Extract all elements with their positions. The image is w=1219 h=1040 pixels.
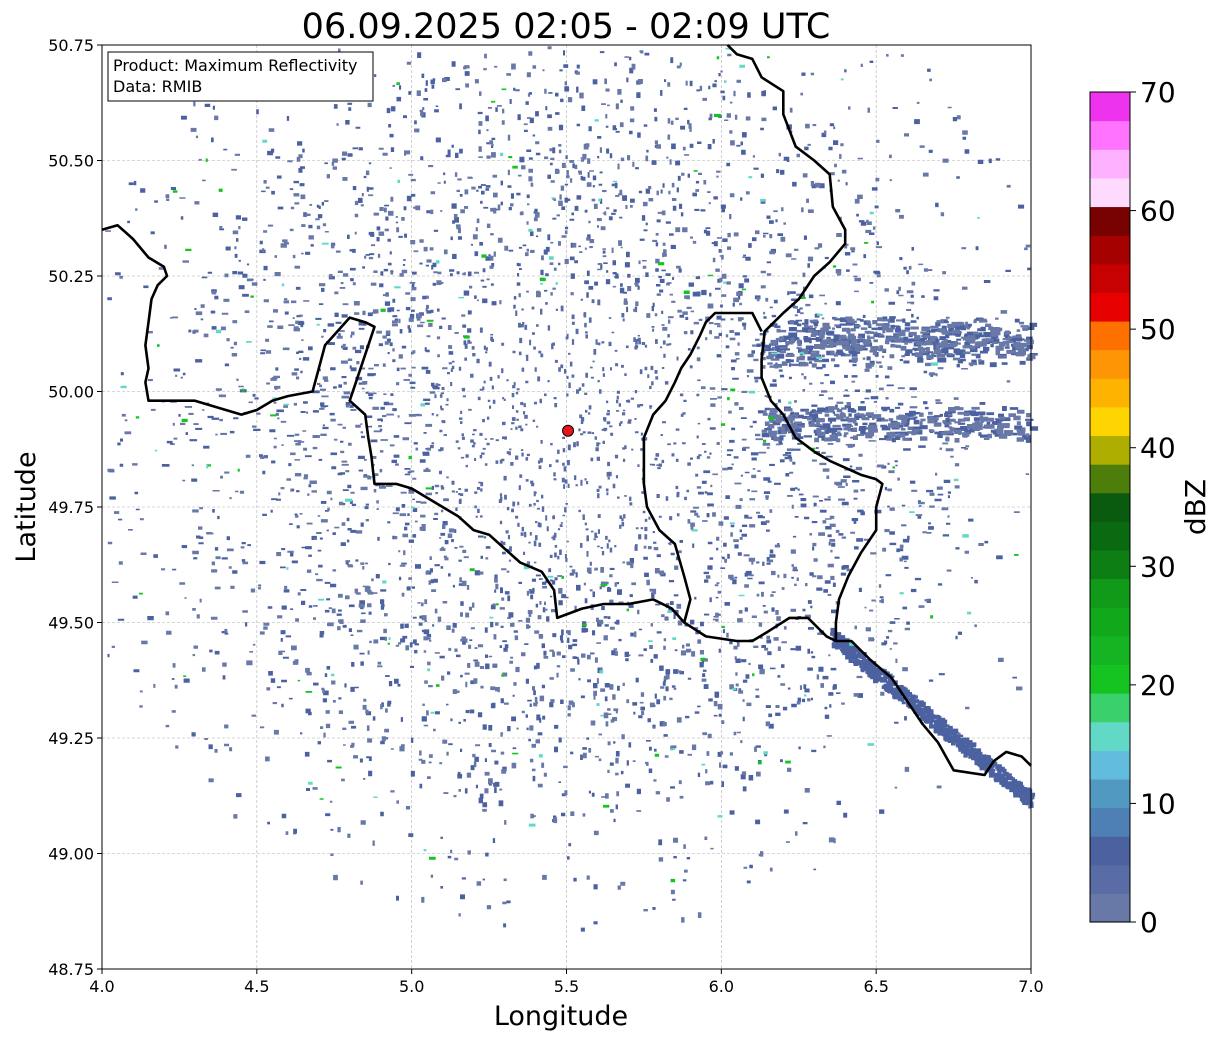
colorbar-tick-label: 60: [1140, 195, 1176, 228]
colorbar-segment: [1090, 206, 1130, 236]
colorbar-segment: [1090, 750, 1130, 780]
colorbar-segment: [1090, 635, 1130, 666]
colorbar-segment: [1090, 807, 1130, 837]
colorbar-segment: [1090, 521, 1130, 551]
y-tick-label: 49.75: [48, 498, 94, 517]
colorbar-segment: [1090, 464, 1130, 494]
y-tick-label: 49.25: [48, 729, 94, 748]
x-axis-ticks: 4.0 4.5 5.0 5.5 6.0 6.5 7.0: [89, 969, 1044, 996]
colorbar-segment: [1090, 492, 1130, 522]
reflectivity-echoes: [105, 46, 1039, 932]
colorbar-tick-label: 40: [1140, 432, 1176, 465]
info-box: Product: Maximum Reflectivity Data: RMIB: [107, 51, 374, 102]
colorbar-tick-label: 0: [1140, 906, 1158, 939]
radar-site-marker: [562, 424, 575, 437]
x-tick-label: 5.0: [399, 977, 424, 996]
colorbar-tick-label: 10: [1140, 787, 1176, 820]
x-tick-label: 4.0: [89, 977, 114, 996]
y-tick-label: 50.50: [48, 152, 94, 171]
border-line: [642, 311, 763, 623]
x-tick-label: 6.0: [709, 977, 734, 996]
colorbar-tick-label: 20: [1140, 669, 1176, 702]
colorbar-segment: [1090, 120, 1130, 150]
colorbar-segment: [1090, 92, 1130, 122]
product-label: Product: Maximum Reflectivity: [113, 56, 357, 75]
y-tick-label: 49.00: [48, 845, 94, 864]
x-tick-label: 4.5: [244, 977, 269, 996]
colorbar-segments: [1090, 92, 1130, 923]
echo-cells: [430, 298, 711, 568]
y-axis-label: Latitude: [11, 451, 42, 562]
y-tick-label: 48.75: [48, 960, 94, 979]
colorbar-tick-label: 70: [1140, 76, 1176, 109]
x-tick-label: 6.5: [863, 977, 888, 996]
colorbar-segment: [1090, 721, 1130, 751]
colorbar-label: dBZ: [1179, 479, 1212, 535]
y-tick-label: 49.50: [48, 614, 94, 633]
x-tick-label: 7.0: [1018, 977, 1043, 996]
data-source-label: Data: RMIB: [113, 77, 202, 96]
echo-cells: [107, 50, 1039, 932]
border-line: [726, 44, 884, 641]
colorbar-segment: [1090, 607, 1130, 637]
colorbar-segment: [1090, 292, 1130, 322]
colorbar-segment: [1090, 664, 1130, 694]
colorbar-segment: [1090, 406, 1130, 437]
colorbar-segment: [1090, 149, 1130, 179]
info-box-frame: [107, 51, 374, 102]
colorbar-segment: [1090, 349, 1130, 379]
colorbar-segment: [1090, 235, 1130, 265]
y-tick-label: 50.75: [48, 36, 94, 55]
colorbar-frame: [1089, 91, 1131, 923]
y-axis-ticks: 48.75 49.00 49.25 49.50 49.75 50.00 50.25 50.50…: [48, 36, 102, 979]
colorbar-segment: [1090, 778, 1130, 809]
colorbar: 0 10 20 30 40 50 60 70 dBZ: [1089, 76, 1212, 939]
map-title: 06.09.2025 02:05 - 02:09 UTC: [302, 7, 831, 47]
colorbar-segment: [1090, 177, 1130, 208]
colorbar-segment: [1090, 549, 1130, 580]
x-axis-label: Longitude: [494, 1001, 628, 1032]
colorbar-segment: [1090, 378, 1130, 408]
colorbar-segment: [1090, 435, 1130, 465]
colorbar-segment: [1090, 578, 1130, 608]
x-tick-label: 5.5: [554, 977, 579, 996]
colorbar-segment: [1090, 263, 1130, 293]
colorbar-ticks: 0 10 20 30 40 50 60 70: [1130, 76, 1176, 939]
y-tick-label: 50.25: [48, 267, 94, 286]
country-borders: [101, 44, 1032, 777]
colorbar-tick-label: 50: [1140, 313, 1176, 346]
map-plot: [101, 44, 1039, 970]
colorbar-segment: [1090, 864, 1130, 894]
colorbar-segment: [1090, 836, 1130, 866]
border-line: [101, 223, 1032, 777]
colorbar-segment: [1090, 693, 1130, 723]
colorbar-tick-label: 30: [1140, 550, 1176, 583]
colorbar-segment: [1090, 893, 1130, 923]
y-tick-label: 50.00: [48, 383, 94, 402]
colorbar-segment: [1090, 320, 1130, 351]
